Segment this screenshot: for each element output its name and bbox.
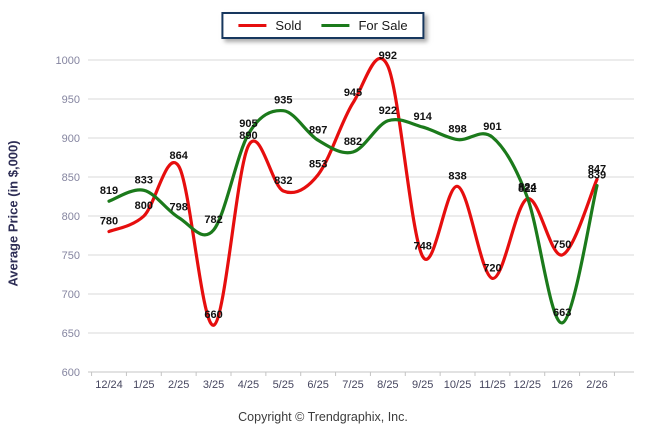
legend-label-sold: Sold — [275, 18, 302, 33]
data-label: 922 — [379, 105, 397, 117]
data-label: 780 — [100, 216, 118, 228]
legend-item-for-sale: For Sale — [321, 18, 408, 33]
x-tick-label: 9/25 — [412, 379, 433, 391]
y-tick-label: 900 — [62, 133, 80, 145]
data-label: 660 — [204, 309, 222, 321]
data-label: 992 — [379, 50, 397, 62]
data-label: 822 — [518, 183, 536, 195]
data-label: 839 — [588, 170, 606, 182]
sold-line — [107, 56, 599, 327]
for-sale-line-swatch-icon — [321, 24, 350, 27]
y-axis-title: Average Price (in $,000) — [5, 140, 21, 287]
data-label: 663 — [553, 307, 571, 319]
x-tick-label: 7/25 — [342, 379, 363, 391]
data-label: 882 — [344, 136, 362, 148]
data-label: 890 — [239, 130, 257, 142]
x-tick-label: 6/25 — [307, 379, 328, 391]
x-tick-label: 4/25 — [238, 379, 259, 391]
data-label: 898 — [448, 124, 466, 136]
y-tick-label: 650 — [62, 328, 80, 340]
data-label: 782 — [204, 214, 222, 226]
x-tick-label: 5/25 — [273, 379, 294, 391]
y-tick-label: 800 — [62, 211, 80, 223]
data-label: 720 — [483, 262, 501, 274]
copyright-text: Copyright © Trendgraphix, Inc. — [238, 410, 408, 424]
x-tick-label: 11/25 — [479, 379, 506, 391]
data-label: 935 — [274, 95, 292, 107]
y-tick-label: 700 — [62, 289, 80, 301]
x-tick-label: 8/25 — [377, 379, 398, 391]
data-label: 847 — [588, 163, 606, 175]
y-tick-label: 600 — [62, 367, 80, 379]
data-label: 945 — [344, 87, 362, 99]
x-tick-label: 2/25 — [168, 379, 189, 391]
data-label: 832 — [274, 175, 292, 187]
y-tick-label: 1000 — [56, 55, 80, 67]
x-tick-label: 12/25 — [514, 379, 542, 391]
x-tick-label: 1/26 — [551, 379, 572, 391]
legend-label-for-sale: For Sale — [358, 18, 408, 33]
x-tick-label: 3/25 — [203, 379, 224, 391]
legend-item-sold: Sold — [238, 18, 301, 33]
data-label: 833 — [135, 174, 153, 186]
for-sale-line — [107, 109, 599, 325]
x-tick-label: 2/26 — [586, 379, 607, 391]
y-tick-label: 850 — [62, 172, 80, 184]
data-label: 905 — [239, 118, 257, 130]
y-tick-label: 750 — [62, 250, 80, 262]
chart-legend: Sold For Sale — [221, 12, 425, 39]
data-label: 901 — [483, 121, 501, 133]
data-label: 819 — [100, 185, 118, 197]
data-label: 914 — [414, 111, 433, 123]
y-tick-label: 950 — [62, 94, 80, 106]
x-tick-label: 12/24 — [95, 379, 123, 391]
data-label: 853 — [309, 159, 327, 171]
data-label: 798 — [170, 202, 188, 214]
data-label: 838 — [448, 170, 466, 182]
data-label: 897 — [309, 124, 327, 136]
data-label: 748 — [414, 241, 432, 253]
sold-line-swatch-icon — [238, 24, 267, 27]
x-tick-label: 1/25 — [133, 379, 154, 391]
data-label: 864 — [170, 150, 189, 162]
x-tick-label: 10/25 — [444, 379, 472, 391]
data-label: 800 — [135, 200, 153, 212]
data-label: 824 — [518, 181, 537, 193]
data-label: 750 — [553, 239, 571, 251]
